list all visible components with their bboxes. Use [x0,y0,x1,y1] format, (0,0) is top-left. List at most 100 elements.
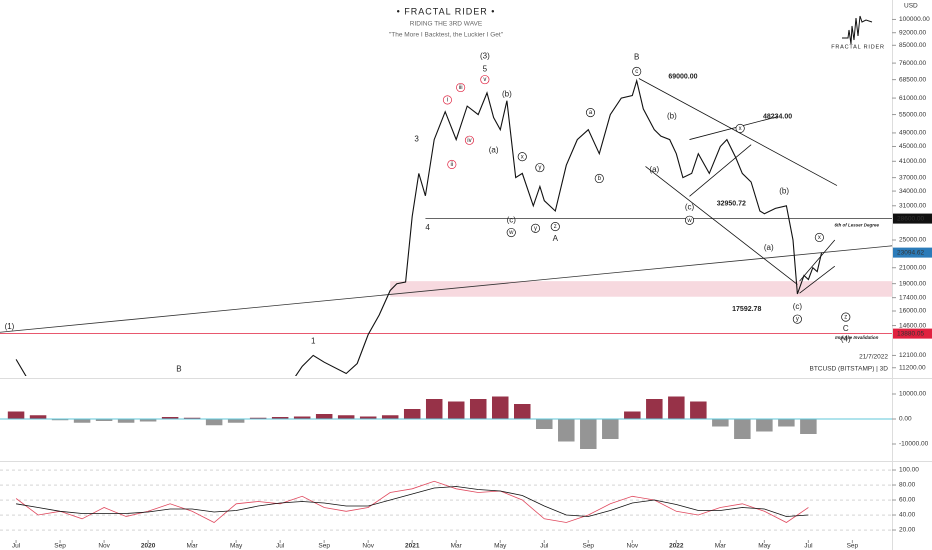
bar [249,417,267,419]
annotation: ii [450,162,453,168]
y-tick-label: 31000.00 [899,202,926,209]
annotation-circle [447,159,457,169]
subtitle: RIDING THE 3RD WAVE [410,21,483,28]
y-tick-label: 10000.00 [899,391,926,398]
bar [668,396,685,419]
title: • FRACTAL RIDER • [397,6,496,16]
bar [117,419,135,423]
x-tick-label: Sep [847,543,859,550]
annotation: (4) [841,334,851,343]
annotation-circle [506,227,516,238]
annotation: 3 [414,135,419,144]
bar [712,419,729,427]
x-tick-label: Nov [627,543,639,550]
annotation: (3) [480,52,490,61]
y-tick-label: 11200.00 [899,364,926,371]
trend-line [689,144,752,197]
bar [315,414,333,419]
bar [205,419,223,426]
tagline: "The More I Backtest, the Luckier I Get" [389,32,504,39]
x-tick-label: 2021 [405,543,420,550]
bar [624,411,641,419]
logo-icon [842,15,873,45]
x-tick-label: Sep [582,543,594,550]
bar [337,415,355,419]
bar [602,419,619,439]
price-label: 23094.62 [897,249,924,256]
annotation: y [534,226,537,232]
y-tick-label: 100000.00 [899,16,930,23]
bar [734,419,751,439]
annotation-circle [594,173,604,184]
bar [139,419,157,422]
bar [359,416,377,419]
annotation: b [598,176,602,182]
annotation: 6th of Lesser Degree [835,223,880,228]
annotation-circle [550,222,560,232]
x-tick-label: May [758,543,771,550]
annotation-circle [480,75,490,85]
annotation-circle [841,312,851,322]
y-tick-label: -10000.00 [899,441,929,448]
x-tick-label: Nov [362,543,374,550]
annotation: (c) [685,202,695,211]
trend-line [0,245,892,333]
x-tick-label: Mar [187,543,199,550]
x-tick-label: 2020 [141,543,156,550]
annotation: (b) [502,90,512,99]
bar [646,399,663,419]
y-tick-label: 20.00 [899,527,916,534]
y-tick-label: 55000.00 [899,111,926,118]
trend-line [799,239,836,282]
price-label-box [893,328,932,339]
annotation: x [521,154,524,160]
annotation-circle [585,107,596,118]
y-tick-label: 19000.00 [899,280,926,287]
series-line [15,480,809,523]
x-tick-label: May [494,543,507,550]
bar [800,419,817,434]
annotation-circle [684,215,695,225]
annotation: (a) [764,243,774,252]
annotation: (1) [5,322,15,331]
x-tick-label: Mar [451,543,463,550]
bar [73,419,91,423]
trend-line [645,166,798,285]
annotation: iv [467,138,471,144]
annotation: 32950.72 [717,201,746,208]
x-tick-label: Sep [54,543,66,550]
x-tick-label: Nov [98,543,110,550]
annotation: c [635,69,638,75]
price-label-box [893,247,932,258]
annotation: v [483,77,486,83]
y-tick-label: 12100.00 [899,352,926,359]
y-tick-label: 0.00 [899,416,912,423]
annotation-circle [464,135,474,145]
annotation: (a) [489,146,499,155]
annotation: C [843,324,849,333]
annotation-circle [792,314,802,324]
x-tick-label: Jul [276,543,285,550]
symbol-label: BTCUSD (BITSTAMP) | 3D [810,366,889,373]
trend-line [799,265,836,294]
x-tick-label: Mar [715,543,727,550]
bar [293,416,311,419]
series-line [15,78,823,376]
annotation: 5 [483,65,488,74]
y-tick-label: 45000.00 [899,143,926,150]
x-tick-label: 2022 [669,543,684,550]
annotation: i [447,97,448,103]
y-tick-label: 16000.00 [899,308,926,315]
annotation: x [818,235,821,241]
annotation: a [589,110,593,116]
annotation: (c) [793,302,803,311]
annotation: (a) [649,165,659,174]
annotation-circle [814,232,824,243]
bar [447,401,465,419]
annotation-circle [442,95,452,105]
bar [95,419,113,421]
annotation: 17592.78 [732,306,761,313]
y-tick-label: 37000.00 [899,174,926,181]
y-tick-label: 68500.00 [899,76,926,83]
date-label: 21/7/2022 [859,354,888,361]
